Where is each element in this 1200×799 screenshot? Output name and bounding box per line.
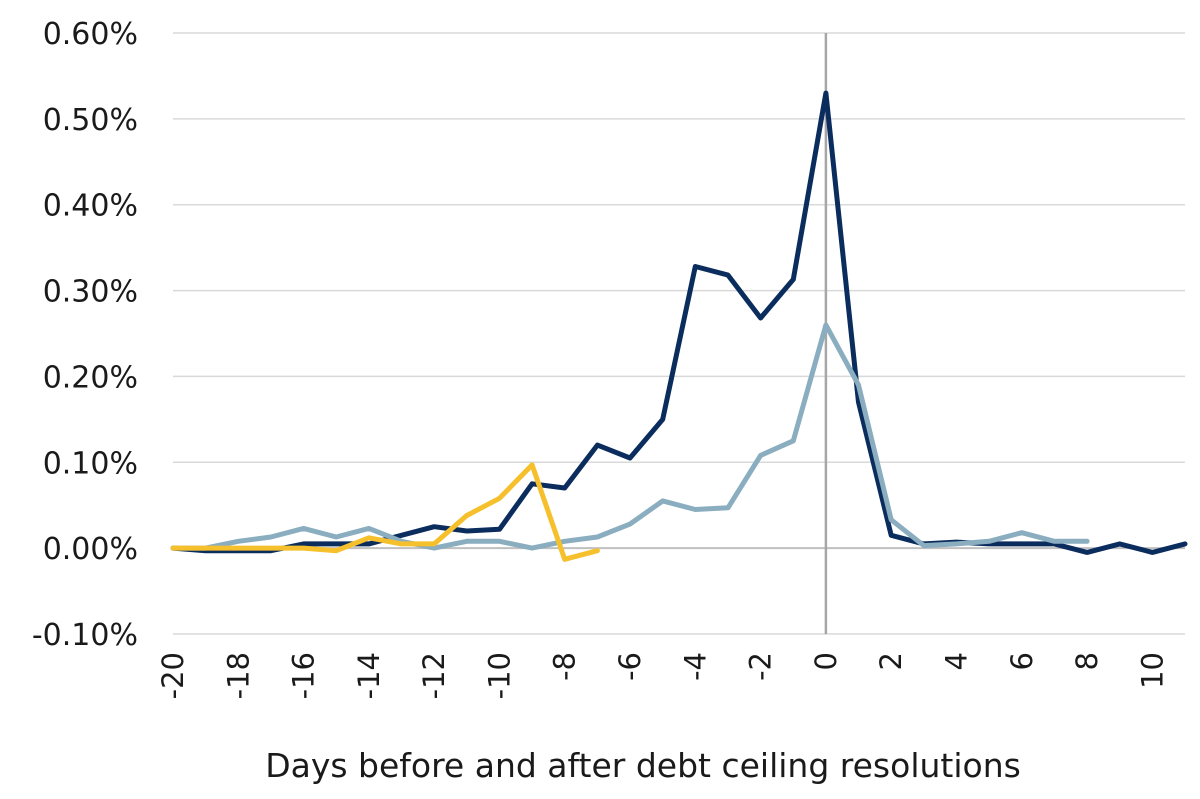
- series-line-3: [170, 462, 600, 562]
- x-tick-label: -16: [287, 652, 321, 699]
- x-tick-label: 4: [939, 652, 973, 670]
- x-tick-label: 0: [809, 652, 843, 670]
- y-axis-tick-labels: -0.10% 0.00% 0.10% 0.20% 0.30% 0.40% 0.50% 0.60…: [32, 17, 138, 653]
- x-axis-tick-labels: -20 -18 -16 -14 -12 -10 -8 -6 -4 -2 0 2 4 6 8 10: [156, 652, 1169, 699]
- x-tick-label: -20: [156, 652, 190, 699]
- x-tick-label: -14: [352, 652, 386, 699]
- x-tick-label: 2: [874, 652, 908, 670]
- y-tick-label: 0.40%: [43, 189, 138, 224]
- x-tick-label: -8: [548, 652, 582, 681]
- y-tick-label: -0.10%: [32, 618, 138, 653]
- series-line-1: [170, 90, 1188, 555]
- y-tick-label: 0.60%: [43, 17, 138, 52]
- x-tick-label: 8: [1070, 652, 1104, 670]
- y-tick-label: 0.00%: [43, 532, 138, 567]
- x-tick-label: -6: [613, 652, 647, 681]
- x-axis-title: Days before and after debt ceiling resol…: [265, 746, 1021, 785]
- x-tick-label: -12: [417, 652, 451, 699]
- gridlines: [173, 32, 1185, 635]
- x-tick-label: -10: [482, 652, 516, 699]
- x-tick-label: -4: [678, 652, 712, 681]
- x-tick-label: 10: [1135, 652, 1169, 689]
- y-tick-label: 0.20%: [43, 360, 138, 395]
- series-line-2: [170, 322, 1090, 551]
- y-tick-label: 0.10%: [43, 446, 138, 481]
- x-tick-label: -2: [744, 652, 778, 681]
- series-lines: [170, 90, 1188, 562]
- x-tick-label: -18: [221, 652, 255, 699]
- x-tick-label: 6: [1005, 652, 1039, 670]
- y-tick-label: 0.50%: [43, 103, 138, 138]
- y-tick-label: 0.30%: [43, 275, 138, 310]
